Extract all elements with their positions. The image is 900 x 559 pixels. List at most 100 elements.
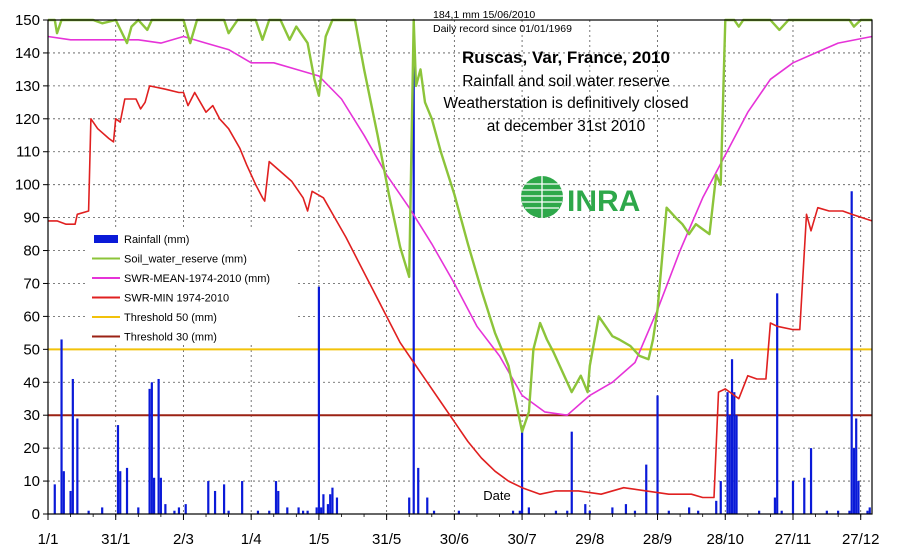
y-tick-label: 10	[23, 473, 40, 490]
rainfall-bar	[719, 481, 722, 514]
rainfall-bar	[213, 490, 217, 514]
rainfall-bar	[71, 378, 74, 514]
rainfall-bar	[286, 507, 289, 514]
rainfall-bar	[570, 431, 573, 514]
rainfall-bar	[60, 339, 63, 514]
rainfall-bar	[268, 510, 271, 514]
y-tick-label: 100	[15, 177, 40, 194]
annotation-line-2: Daily record since 01/01/1969	[433, 23, 572, 35]
rainfall-bar	[688, 507, 691, 514]
rainfall-bar	[645, 464, 648, 514]
rainfall-bar	[584, 504, 587, 514]
rainfall-bar	[320, 507, 323, 514]
y-tick-label: 20	[23, 440, 40, 457]
rainfall-bar	[855, 418, 858, 514]
rainfall-bar	[148, 388, 151, 514]
rainfall-bar	[730, 359, 734, 514]
y-tick-label: 80	[23, 243, 40, 260]
chart-subtitle-line-1: Rainfall and soil water reserve	[462, 73, 670, 90]
rainfall-bar	[726, 392, 729, 514]
legend-label: SWR-MEAN-1974-2010 (mm)	[124, 273, 270, 285]
rainfall-bar	[837, 510, 840, 514]
rainfall-bar	[715, 500, 718, 514]
rainfall-bar	[588, 510, 591, 514]
rainfall-bar	[520, 428, 524, 514]
x-tick-label: 31/5	[372, 531, 401, 548]
legend-swatch	[94, 235, 118, 243]
rainfall-bar	[667, 510, 670, 514]
rainfall-bar	[809, 448, 813, 514]
axes	[43, 19, 873, 520]
x-tick-label: 1/1	[38, 531, 59, 548]
rainfall-bar	[780, 510, 783, 514]
rainfall-bar	[773, 497, 777, 514]
x-tick-label: 31/1	[101, 531, 130, 548]
rainfall-bar	[825, 510, 828, 514]
rainfall-bar	[611, 507, 614, 514]
annotation-line-1: 184,1 mm 15/06/2010	[433, 9, 535, 21]
rainfall-bar	[850, 191, 853, 514]
rainfall-bar	[518, 510, 521, 514]
y-tick-label: 130	[15, 78, 40, 95]
legend-label: Threshold 30 (mm)	[124, 332, 217, 344]
series-line	[47, 35, 873, 416]
rainfall-bar	[331, 487, 334, 514]
inra-logo: INRA	[521, 176, 640, 218]
rainfall-bar	[87, 510, 90, 514]
rainfall-bar	[159, 477, 162, 514]
x-tick-label: 1/5	[308, 531, 329, 548]
x-tick-label: 28/9	[643, 531, 672, 548]
chart-subtitle-line-2: Weatherstation is definitively closed	[443, 95, 688, 112]
rainfall-bar	[69, 490, 72, 514]
chart-subtitle-line-3: at december 31st 2010	[487, 118, 646, 135]
rainfall-bar	[457, 510, 460, 514]
rainfall-bar	[177, 507, 181, 514]
rainfall-bar	[76, 418, 79, 514]
rainfall-bar	[62, 471, 65, 514]
legend-label: SWR-MIN 1974-2010	[124, 293, 229, 305]
x-tick-labels: 1/1 31/1 2/3 1/4 1/5 31/5 30/6 30/7 29/8 28/9 28/1…	[38, 531, 880, 548]
rainfall-bar	[848, 510, 851, 514]
rainfall-bar	[868, 507, 871, 514]
chart-title: Ruscas, Var, France, 2010	[462, 48, 670, 67]
y-tick-label: 30	[23, 407, 40, 424]
rainfall-bar	[735, 415, 738, 514]
rainfall-bar	[329, 494, 332, 514]
rainfall-bar	[776, 293, 779, 514]
record-annotation: 184,1 mm 15/06/2010 Daily record since 0…	[433, 9, 572, 35]
x-tick-label: 29/8	[575, 531, 604, 548]
y-tick-label: 40	[23, 374, 40, 391]
rainfall-bar	[277, 490, 280, 514]
rainfall-bar	[157, 378, 160, 514]
rainfall-bar	[791, 481, 795, 514]
legend-label: Threshold 50 (mm)	[124, 312, 217, 324]
rainfall-bar	[412, 20, 415, 514]
rainfall-bar	[184, 504, 187, 514]
inra-globe-icon	[521, 176, 563, 218]
rainfall-bar	[728, 415, 731, 514]
rainfall-bar	[317, 286, 321, 514]
x-tick-label: 27/11	[775, 531, 811, 548]
y-tick-label: 150	[15, 12, 40, 29]
rainfall-bar	[758, 510, 761, 514]
plot-frame	[47, 19, 873, 515]
rainfall-bar	[408, 497, 411, 514]
rainfall-bar	[137, 507, 140, 514]
inra-logo-text: INRA	[567, 185, 640, 218]
y-tick-label: 110	[16, 144, 40, 161]
rainfall-bar	[624, 504, 628, 514]
rainfall-bar	[335, 497, 339, 514]
x-axis-label: Date	[483, 488, 510, 503]
legend: Rainfall (mm) Soil_water_reserve (mm) SWR-…	[86, 228, 296, 344]
rainfall-bar	[302, 510, 305, 514]
rainfall-bar	[803, 477, 806, 514]
rainfall-bar	[297, 507, 300, 514]
rainfall-bar	[733, 392, 736, 514]
rainfall-bar	[241, 481, 244, 514]
x-tick-label: 30/7	[507, 531, 536, 548]
y-tick-label: 60	[23, 308, 40, 325]
x-tick-label: 1/4	[241, 531, 262, 548]
x-tick-label: 2/3	[173, 531, 194, 548]
rainfall-bar	[256, 510, 260, 514]
x-tick-label: 28/10	[706, 531, 744, 548]
